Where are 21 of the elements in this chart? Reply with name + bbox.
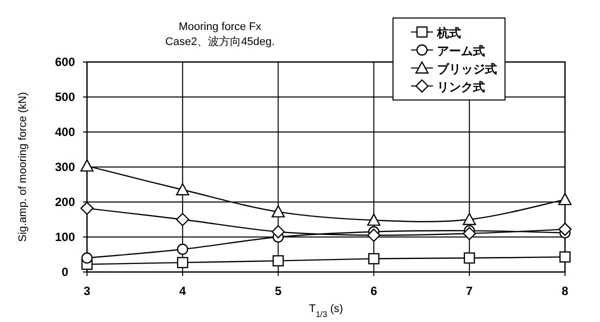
- y-tick-label: 500: [54, 90, 76, 104]
- y-tick-label: 400: [54, 125, 76, 139]
- y-tick-label: 600: [54, 55, 76, 69]
- legend-label: ブリッジ式: [437, 62, 497, 76]
- legend-label: アーム式: [437, 44, 485, 58]
- x-tick-label: 7: [466, 284, 474, 298]
- y-tick-label: 0: [62, 265, 69, 279]
- y-tick-label: 100: [54, 230, 76, 244]
- x-tick-label: 6: [370, 284, 378, 298]
- y-tick-label: 200: [54, 195, 76, 209]
- x-axis-title: T$_{1/3}$ (s): [308, 303, 344, 318]
- legend-label: 杭式: [436, 26, 461, 40]
- y-tick-label: 300: [54, 160, 76, 174]
- chart-title: Mooring force Fx: [178, 21, 262, 33]
- x-tick-label: 3: [84, 284, 91, 298]
- x-tick-label: 8: [562, 284, 569, 298]
- x-tick-label: 4: [179, 284, 186, 298]
- y-axis-title: Sig.amp. of mooring force (kN): [17, 92, 29, 242]
- legend-label: リンク式: [437, 80, 485, 94]
- chart-subtitle: Case2、波方向45deg.: [165, 35, 275, 48]
- x-tick-label: 5: [274, 284, 282, 298]
